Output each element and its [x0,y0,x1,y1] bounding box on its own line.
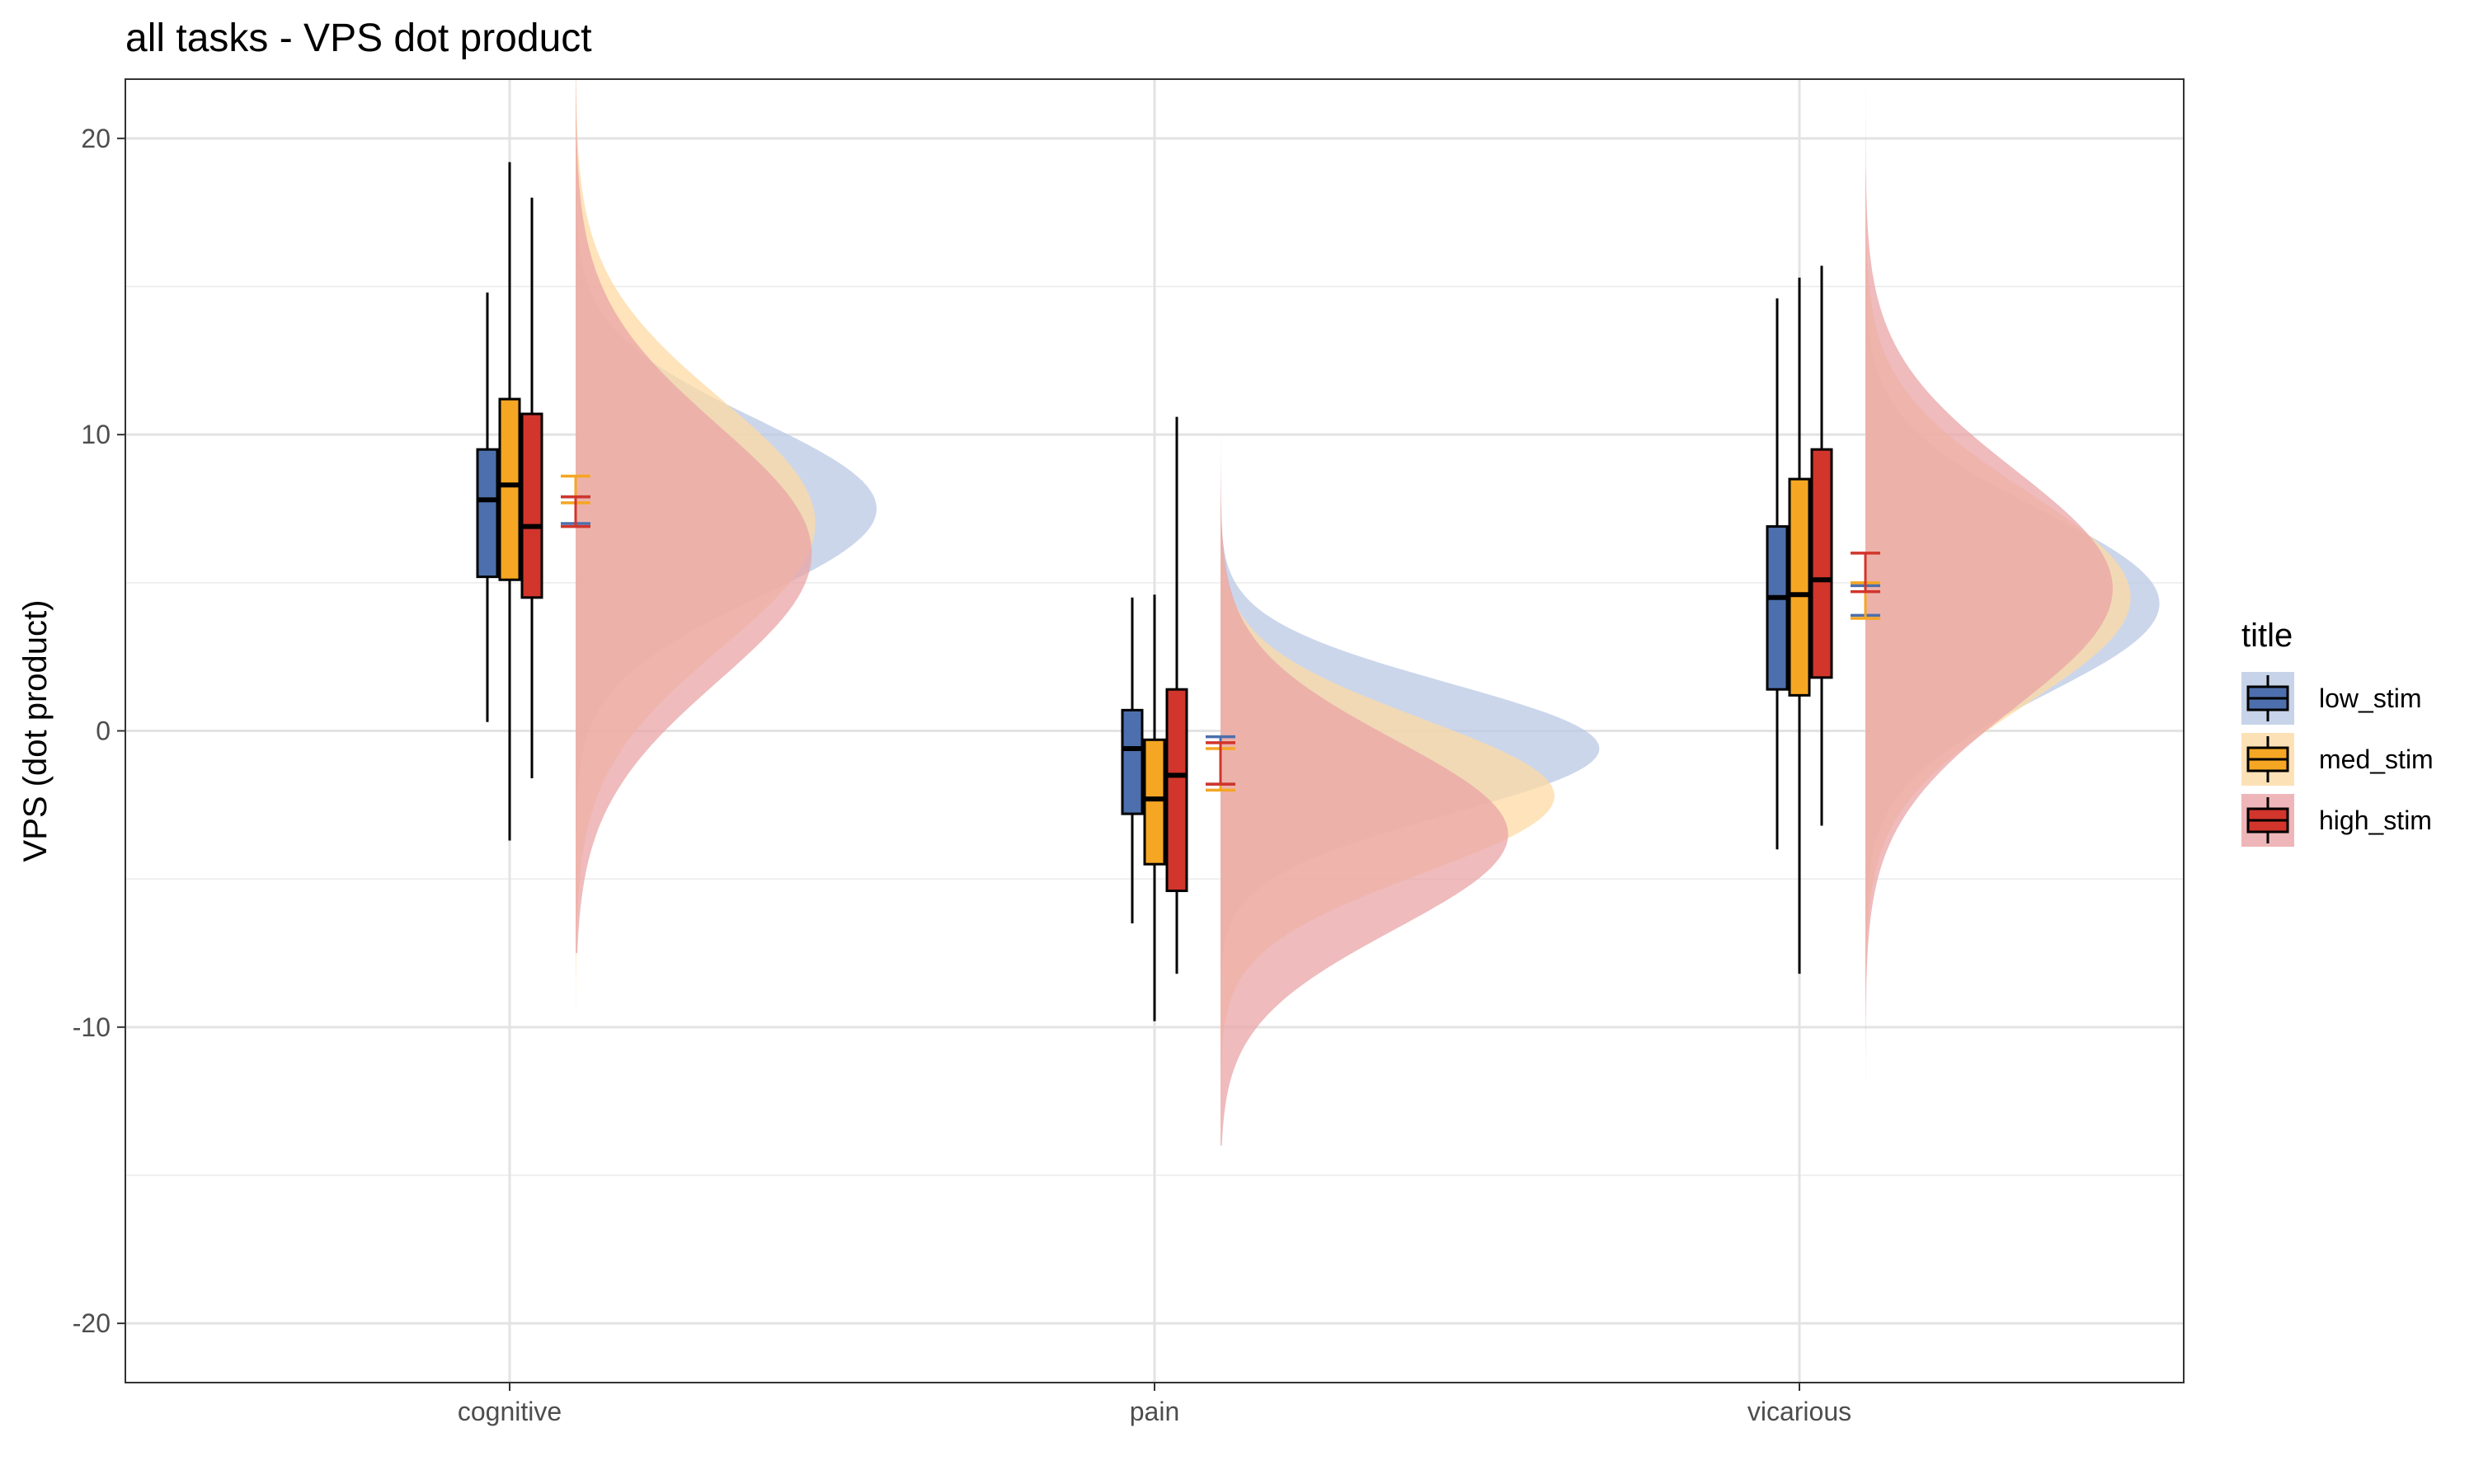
y-tick-label: 20 [81,124,111,153]
y-tick-label: -10 [73,1012,111,1042]
legend-title: title [2241,618,2293,654]
y-tick-label: 10 [81,420,111,449]
mean-ci-high_stim-pain [1206,741,1235,786]
density-cloud-high_stim-cognitive [576,79,812,953]
boxplots [476,162,1833,1021]
box-med_stim-vicarious [1788,477,1811,697]
box-low_stim-cognitive [476,448,499,579]
mean-ci-high_stim-vicarious [1851,552,1880,594]
box-high_stim-vicarious [1810,448,1833,679]
x-axis: cognitive pain vicarious [458,1383,1851,1426]
legend-item-low_stim: low_stim [2241,672,2421,725]
legend-item-high_stim: high_stim [2241,794,2432,847]
mean-ci-high_stim-cognitive [561,495,590,528]
chart-title: all tasks - VPS dot product [125,16,592,60]
density-cloud-high_stim-vicarious [1865,79,2113,1369]
legend-label: high_stim [2319,805,2432,835]
box-med_stim-cognitive [498,397,521,581]
box-low_stim-pain [1121,708,1144,815]
mean-ci-markers [561,474,1880,792]
legend-label: med_stim [2319,744,2434,774]
box-med_stim-pain [1143,738,1166,866]
y-axis: -20 -10 0 10 20 [73,124,125,1338]
legend-label: low_stim [2319,683,2421,713]
y-tick-label: 0 [96,716,111,746]
legend-item-med_stim: med_stim [2241,733,2434,786]
density-cloud-high_stim-pain [1221,256,1508,1146]
x-tick-label: vicarious [1747,1397,1851,1426]
box-high_stim-cognitive [520,412,543,599]
x-tick-label: cognitive [458,1397,562,1426]
density-clouds [576,79,2160,1369]
legend: title low_stim med_stim high_stim [2241,618,2434,847]
y-axis-label: VPS (dot product) [17,600,54,862]
box-high_stim-pain [1165,688,1188,893]
x-tick-label: pain [1130,1397,1180,1426]
y-tick-label: -20 [73,1308,111,1338]
box-low_stim-vicarious [1766,525,1789,691]
